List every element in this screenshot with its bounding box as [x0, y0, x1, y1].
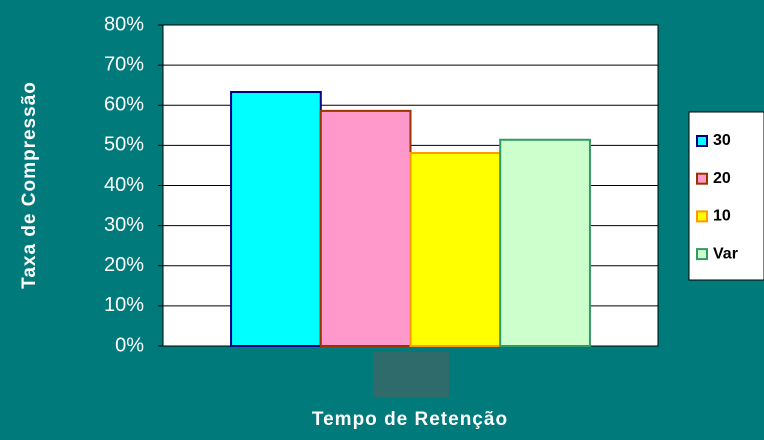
- bar: [230, 91, 322, 348]
- legend-label: 30: [713, 132, 731, 149]
- y-axis-title: Taxa de Compressão: [19, 81, 40, 289]
- y-tick-label: 10%: [104, 294, 144, 316]
- category-label-box: [373, 352, 449, 398]
- y-tick-label: 80%: [104, 13, 144, 35]
- y-tick-label: 0%: [115, 334, 144, 356]
- x-axis-title: Tempo de Retenção: [312, 409, 508, 430]
- legend-swatch: [696, 135, 708, 147]
- legend-label: 20: [713, 170, 731, 187]
- bar: [319, 109, 412, 348]
- legend-swatch: [696, 248, 708, 261]
- y-tick-label: 50%: [104, 134, 144, 156]
- y-tick-label: 20%: [104, 254, 144, 276]
- legend-swatch: [696, 210, 708, 223]
- legend-label: 10: [713, 208, 731, 225]
- bar: [499, 138, 591, 347]
- bar: [409, 151, 502, 347]
- y-tick-label: 70%: [104, 53, 144, 75]
- y-tick-label: 40%: [104, 174, 144, 196]
- y-tick-label: 60%: [104, 94, 144, 116]
- legend-label: Var: [713, 245, 738, 262]
- legend-swatch: [696, 172, 708, 185]
- y-tick-label: 30%: [104, 214, 144, 236]
